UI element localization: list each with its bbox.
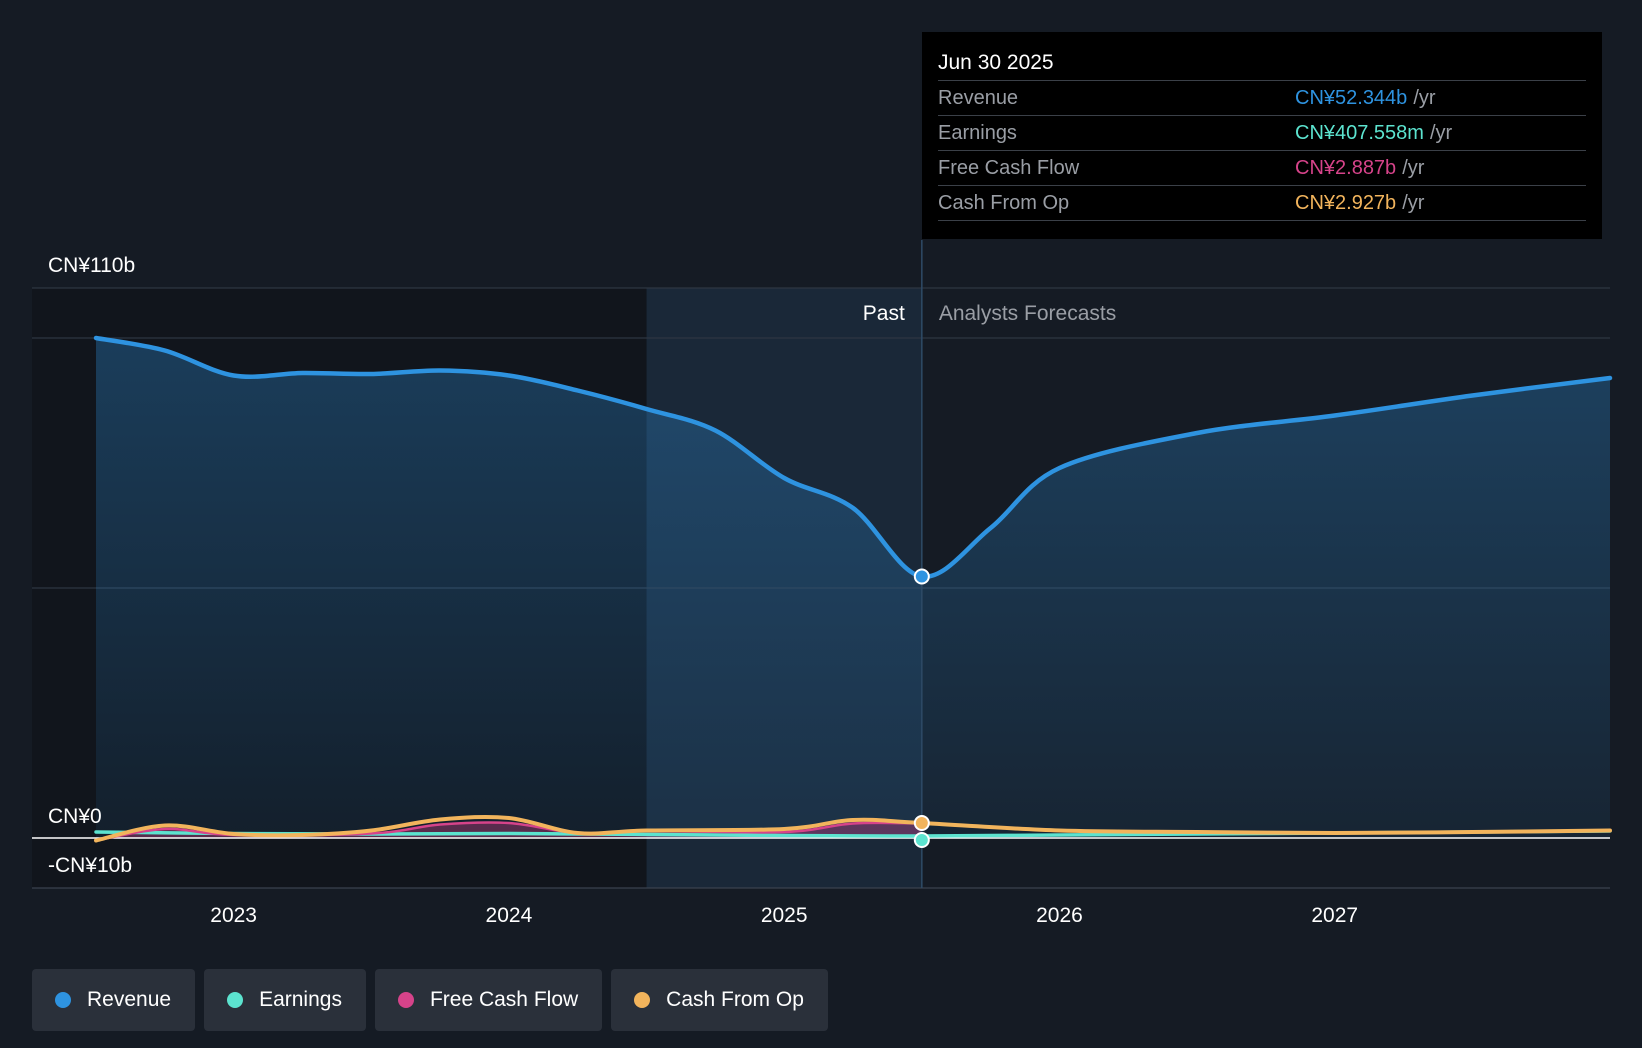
tooltip-value: CN¥52.344b <box>1295 87 1408 109</box>
y-tick-label: -CN¥10b <box>48 854 132 877</box>
fcf-line <box>94 821 924 842</box>
past-label: Past <box>863 302 905 325</box>
y-tick-label: CN¥110b <box>48 254 135 277</box>
tooltip-label: Free Cash Flow <box>938 157 1080 179</box>
legend-label: Revenue <box>87 988 172 1011</box>
earnings-marker <box>913 832 930 848</box>
revenue-marker <box>913 568 930 585</box>
tooltip-value: CN¥407.558m <box>1295 122 1424 144</box>
tooltip-row-earnings: Earnings CN¥407.558m /yr <box>938 116 1586 151</box>
x-tick-label: 2027 <box>1311 904 1358 927</box>
legend-item-earnings[interactable]: Earnings <box>204 969 366 1031</box>
tooltip-value: CN¥2.887b <box>1295 157 1397 179</box>
x-tick-label: 2024 <box>486 904 533 927</box>
x-tick-label: 2026 <box>1036 904 1083 927</box>
tooltip-row-fcf: Free Cash Flow CN¥2.887b /yr <box>938 151 1586 186</box>
earnings-dot-icon <box>227 992 244 1008</box>
forecast-label: Analysts Forecasts <box>939 302 1116 325</box>
x-tick-label: 2025 <box>761 904 808 927</box>
legend-label: Earnings <box>259 988 342 1011</box>
tooltip-row-cfo: Cash From Op CN¥2.927b /yr <box>938 186 1586 221</box>
y-tick-label: CN¥0 <box>48 805 102 828</box>
x-tick-label: 2023 <box>210 904 257 927</box>
cfo-marker <box>913 815 930 831</box>
tooltip-unit: /yr <box>1413 87 1436 109</box>
tooltip-unit: /yr <box>1402 192 1425 214</box>
legend-item-fcf[interactable]: Free Cash Flow <box>374 969 603 1031</box>
tooltip-unit: /yr <box>1429 122 1453 144</box>
fcf-dot-icon <box>397 992 414 1008</box>
tooltip: Jun 30 2025 Revenue CN¥52.344b /yr Earni… <box>922 32 1602 239</box>
tooltip-label: Revenue <box>938 87 1019 109</box>
legend-label: Cash From Op <box>666 988 804 1011</box>
revenue-line <box>93 335 1613 579</box>
tooltip-unit: /yr <box>1402 157 1425 179</box>
cfo-dot-icon <box>634 992 651 1008</box>
tooltip-label: Cash From Op <box>938 192 1070 214</box>
legend-item-cfo[interactable]: Cash From Op <box>611 969 828 1031</box>
legend-label: Free Cash Flow <box>429 988 579 1011</box>
legend: Revenue Earnings Free Cash Flow Cash Fro… <box>32 969 828 1031</box>
legend-item-revenue[interactable]: Revenue <box>32 969 196 1031</box>
tooltip-date: Jun 30 2025 <box>938 46 1586 81</box>
tooltip-label: Earnings <box>938 122 1017 144</box>
revenue-area <box>96 338 1610 838</box>
cfo-line <box>94 814 1612 843</box>
tooltip-value: CN¥2.927b <box>1295 192 1397 214</box>
revenue-dot-icon <box>55 992 71 1008</box>
tooltip-row-revenue: Revenue CN¥52.344b /yr <box>938 81 1586 116</box>
